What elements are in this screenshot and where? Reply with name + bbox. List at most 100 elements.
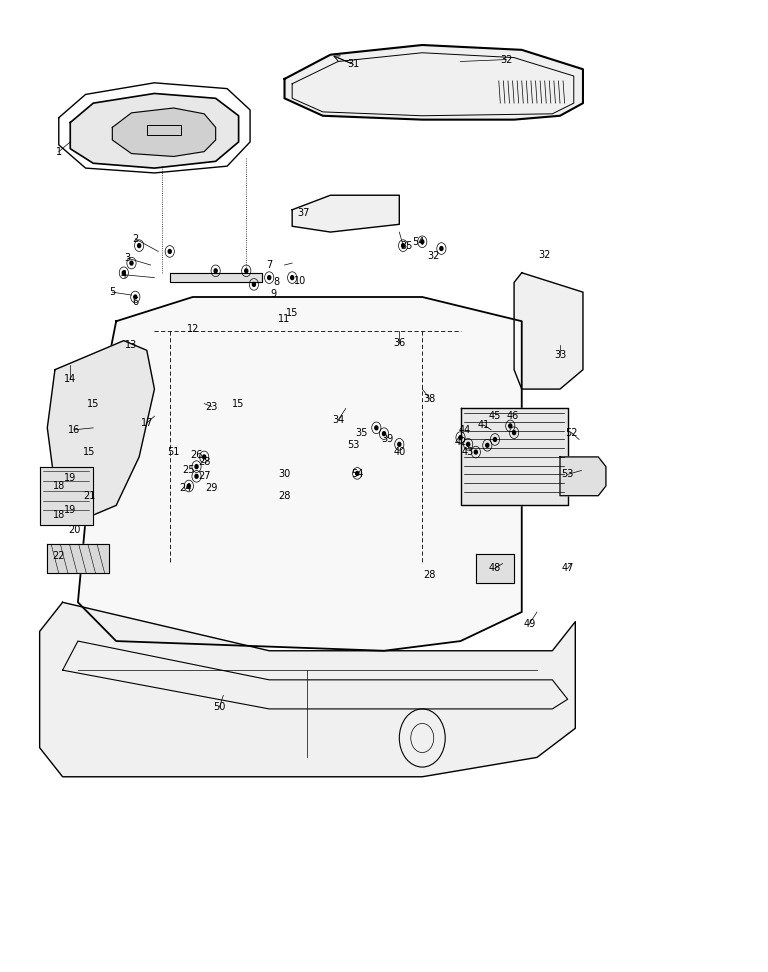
Polygon shape (70, 93, 239, 168)
Text: 32: 32 (428, 252, 440, 261)
Text: 25: 25 (183, 466, 195, 475)
Circle shape (253, 283, 256, 287)
Text: 50: 50 (214, 702, 226, 712)
Text: 47: 47 (561, 564, 574, 573)
Polygon shape (461, 408, 568, 505)
Polygon shape (112, 108, 216, 156)
Text: 37: 37 (297, 208, 310, 218)
Polygon shape (284, 45, 583, 120)
Text: 34: 34 (332, 415, 344, 425)
Text: 1: 1 (56, 147, 62, 156)
Polygon shape (476, 554, 514, 583)
Text: 32: 32 (500, 54, 512, 64)
Polygon shape (560, 457, 606, 496)
Text: 39: 39 (382, 434, 394, 444)
Text: 15: 15 (87, 399, 99, 408)
Text: 40: 40 (393, 447, 406, 457)
Text: 32: 32 (538, 251, 551, 260)
Circle shape (508, 424, 511, 428)
Text: 2: 2 (132, 234, 138, 244)
Text: 3: 3 (124, 254, 131, 263)
Text: 49: 49 (523, 618, 535, 629)
Polygon shape (170, 273, 262, 283)
Text: 24: 24 (179, 483, 191, 493)
Text: 29: 29 (206, 483, 218, 493)
Text: 42: 42 (455, 437, 467, 447)
Polygon shape (40, 603, 575, 777)
Text: 22: 22 (52, 551, 65, 561)
Text: 54: 54 (351, 469, 363, 479)
Circle shape (195, 465, 198, 469)
Text: 45: 45 (488, 411, 502, 421)
Polygon shape (78, 297, 521, 651)
Circle shape (475, 450, 478, 454)
Text: 15: 15 (83, 447, 95, 457)
Circle shape (195, 474, 198, 478)
Text: 13: 13 (125, 340, 137, 351)
Circle shape (168, 250, 171, 254)
Polygon shape (292, 195, 399, 232)
Text: 18: 18 (53, 481, 65, 491)
Text: 14: 14 (65, 374, 76, 384)
Circle shape (130, 261, 133, 265)
Text: 19: 19 (65, 505, 76, 515)
Circle shape (467, 442, 470, 446)
Text: 53: 53 (561, 469, 574, 479)
Text: 41: 41 (478, 420, 490, 430)
Text: 12: 12 (187, 324, 199, 334)
Text: 31: 31 (347, 59, 359, 69)
Circle shape (512, 431, 515, 434)
Text: 43: 43 (462, 447, 475, 457)
Circle shape (356, 471, 359, 475)
Polygon shape (48, 544, 108, 573)
Text: 28: 28 (278, 491, 291, 501)
Text: 30: 30 (278, 469, 290, 479)
Circle shape (137, 244, 141, 248)
Polygon shape (514, 273, 583, 389)
Circle shape (421, 240, 424, 244)
Text: 35: 35 (355, 428, 367, 437)
Text: 4: 4 (121, 269, 127, 280)
Text: 18: 18 (53, 510, 65, 520)
Circle shape (459, 435, 462, 439)
Circle shape (402, 244, 405, 248)
Text: 8: 8 (274, 277, 280, 288)
Text: 15: 15 (233, 399, 245, 408)
Circle shape (493, 437, 496, 441)
Circle shape (187, 484, 190, 488)
Circle shape (398, 442, 401, 446)
Polygon shape (63, 642, 568, 709)
Circle shape (134, 295, 137, 299)
Polygon shape (48, 340, 154, 515)
Text: 51: 51 (167, 447, 180, 457)
Text: 6: 6 (132, 296, 138, 307)
Text: 36: 36 (393, 337, 406, 348)
Text: 27: 27 (198, 471, 210, 481)
Text: 38: 38 (424, 394, 436, 403)
Text: 15: 15 (286, 308, 298, 319)
Text: 23: 23 (206, 401, 218, 411)
Text: 7: 7 (266, 260, 273, 270)
Circle shape (268, 276, 271, 280)
Circle shape (122, 271, 125, 275)
Text: 52: 52 (565, 428, 578, 437)
Text: 11: 11 (278, 314, 290, 325)
Text: 16: 16 (68, 425, 80, 434)
Text: 48: 48 (489, 564, 501, 573)
Text: 44: 44 (458, 425, 471, 434)
Text: 33: 33 (554, 350, 566, 361)
Text: 54: 54 (412, 237, 425, 247)
Circle shape (440, 247, 443, 251)
Circle shape (203, 455, 206, 459)
Text: 35: 35 (401, 241, 413, 251)
Text: 28: 28 (424, 571, 436, 580)
Text: 26: 26 (190, 450, 203, 460)
Text: 19: 19 (65, 473, 76, 483)
Circle shape (290, 276, 293, 280)
Text: 28: 28 (198, 457, 210, 467)
Text: 10: 10 (293, 275, 306, 286)
Text: 5: 5 (109, 287, 115, 297)
Circle shape (382, 432, 386, 435)
Circle shape (214, 269, 217, 273)
Text: 21: 21 (83, 491, 95, 501)
